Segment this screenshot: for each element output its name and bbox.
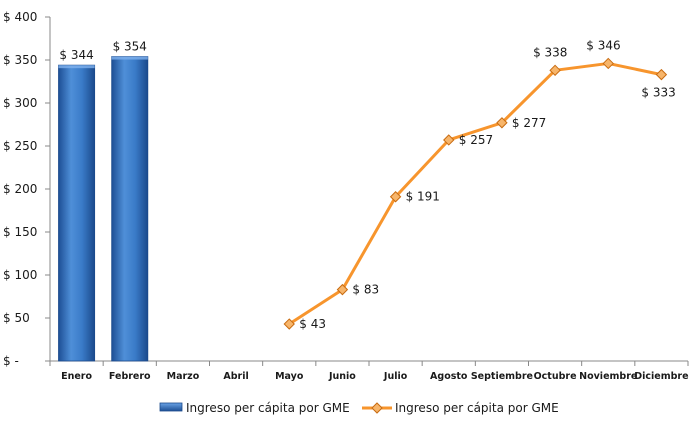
- axes: $ - $ 50 $ 100 $ 150 $ 200 $ 250 $ 300 $ 350 $ 4…: [3, 10, 689, 382]
- bar: [58, 64, 96, 362]
- line-data-label: $ 346: [586, 38, 620, 52]
- x-tick-label: Diciembre: [634, 371, 688, 382]
- x-tick-label: Octubre: [534, 371, 577, 382]
- line-marker: [389, 191, 402, 203]
- line-marker: [336, 283, 349, 296]
- legend-line-marker: [371, 402, 383, 414]
- line-marker: [443, 134, 455, 146]
- bar-data-label: $ 354: [113, 40, 147, 54]
- legend: Ingreso per cápita por GME Ingreso per cá…: [159, 401, 559, 415]
- line-marker: [655, 68, 668, 81]
- x-tick-label: Junio: [328, 371, 356, 382]
- line-data-label: $ 43: [299, 317, 326, 331]
- x-tick-label: Mayo: [275, 371, 304, 382]
- line-series: [283, 57, 668, 330]
- bar-data-label: $ 344: [59, 48, 93, 62]
- y-tick-label: $ 300: [3, 96, 37, 110]
- x-tick-label: Noviembre: [579, 371, 637, 382]
- y-tick-label: $ 200: [3, 182, 37, 196]
- line-data-label: $ 257: [459, 133, 493, 147]
- y-tick-label: $ 250: [3, 139, 37, 153]
- line-marker: [496, 117, 508, 129]
- line-marker: [602, 57, 614, 70]
- bar-series: [58, 56, 149, 362]
- x-tick-label: Enero: [61, 371, 92, 382]
- line-data-label: $ 277: [512, 116, 546, 130]
- x-tick-label: Abril: [223, 371, 248, 382]
- data-labels: $ 344 $ 354 $ 43 $ 83 $ 191 $ 257 $ 277 $ 338 $ …: [59, 38, 675, 331]
- y-tick-label: $ -: [3, 354, 19, 368]
- y-tick-label: $ 350: [3, 53, 37, 67]
- y-tick-label: $ 50: [3, 311, 30, 325]
- legend-line-label: Ingreso per cápita por GME: [395, 401, 559, 415]
- bar: [111, 56, 149, 362]
- bar-top-highlight: [58, 65, 95, 69]
- y-tick-label: $ 100: [3, 268, 37, 282]
- x-tick-label: Agosto: [430, 371, 468, 382]
- y-tick-label: $ 400: [3, 10, 37, 24]
- line-data-label: $ 338: [533, 45, 567, 59]
- line-marker: [283, 318, 295, 330]
- x-tick-label: Julio: [383, 371, 408, 382]
- line-data-label: $ 333: [641, 86, 675, 100]
- legend-bar-label: Ingreso per cápita por GME: [186, 401, 350, 415]
- legend-bar-swatch: [159, 402, 183, 412]
- x-tick-label: Septiembre: [471, 371, 533, 382]
- line-data-label: $ 191: [406, 190, 440, 204]
- x-tick-label: Marzo: [167, 371, 200, 382]
- bar-top-highlight: [111, 56, 148, 60]
- line-marker: [549, 64, 561, 77]
- line-path: [288, 61, 662, 326]
- x-tick-label: Febrero: [109, 371, 151, 382]
- line-data-label: $ 83: [352, 283, 379, 297]
- y-tick-label: $ 150: [3, 225, 37, 239]
